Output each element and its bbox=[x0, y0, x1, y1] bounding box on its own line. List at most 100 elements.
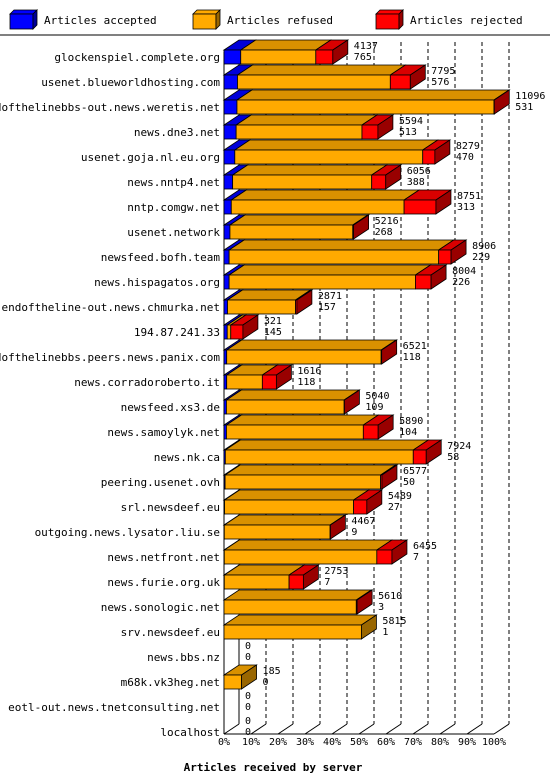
x-tick-label: 70% bbox=[404, 737, 422, 748]
bar-side-face bbox=[377, 414, 394, 440]
legend-swatch-side bbox=[215, 9, 221, 30]
category-label: news.samoylyk.net bbox=[107, 426, 220, 439]
floor-gridline bbox=[358, 723, 375, 735]
value-label-total: 0 bbox=[245, 716, 251, 727]
value-label-secondary: 388 bbox=[407, 177, 425, 188]
category-label: news.nk.ca bbox=[154, 451, 220, 464]
bar-segment-refused bbox=[223, 624, 362, 640]
value-label-total: 8004 bbox=[452, 266, 476, 277]
bar-group bbox=[222, 614, 378, 640]
legend-swatch-top bbox=[192, 9, 221, 15]
value-label-secondary: 268 bbox=[375, 227, 393, 238]
value-label-secondary: 58 bbox=[447, 452, 459, 463]
value-label-secondary: 104 bbox=[399, 427, 417, 438]
value-label-secondary: 118 bbox=[297, 377, 315, 388]
value-label-secondary: 0 bbox=[245, 727, 251, 738]
bar-side-face bbox=[391, 539, 408, 565]
bar-group bbox=[222, 364, 293, 390]
category-label: endofthelinebbs.peers.news.panix.com bbox=[0, 351, 220, 364]
bar-side-face bbox=[381, 339, 398, 365]
category-label: localhost bbox=[160, 726, 220, 739]
bar-side-face bbox=[435, 189, 452, 215]
bar-group bbox=[222, 314, 260, 340]
bar-segment-refused bbox=[223, 599, 357, 615]
bar-side-face bbox=[450, 239, 467, 265]
value-label-total: 5216 bbox=[375, 216, 399, 227]
legend-swatch-side bbox=[398, 9, 404, 30]
bar-group bbox=[222, 414, 395, 440]
x-tick-label: 100% bbox=[482, 737, 506, 748]
legend-swatch bbox=[375, 13, 400, 30]
category-label: 194.87.241.33 bbox=[134, 326, 220, 339]
floor-gridline bbox=[250, 723, 267, 735]
bar-group bbox=[222, 339, 399, 365]
value-label-secondary: 145 bbox=[264, 327, 282, 338]
value-label-secondary: 765 bbox=[354, 52, 372, 63]
bar-segment-accepted bbox=[223, 149, 236, 165]
bar-group bbox=[222, 664, 258, 690]
value-label-total: 8279 bbox=[456, 141, 480, 152]
category-label: news.dne3.net bbox=[134, 126, 220, 139]
bar-segment-refused bbox=[223, 674, 242, 690]
x-tick-label: 90% bbox=[458, 737, 476, 748]
category-label: endoftheline-out.news.chmurka.net bbox=[1, 301, 220, 314]
bar-top-face bbox=[223, 489, 370, 501]
bar-segment-refused bbox=[236, 99, 495, 115]
bar-side-face bbox=[377, 114, 394, 140]
value-label-secondary: 7 bbox=[324, 577, 330, 588]
bar-top-face bbox=[229, 189, 421, 201]
value-label-secondary: 576 bbox=[431, 77, 449, 88]
value-label-secondary: 157 bbox=[318, 302, 336, 313]
bar-segment-refused bbox=[223, 549, 378, 565]
floor-gridline bbox=[385, 723, 402, 735]
category-label: nntp.comgw.net bbox=[127, 201, 220, 214]
legend-swatch-top bbox=[375, 9, 404, 15]
value-label-secondary: 3 bbox=[378, 602, 384, 613]
legend-item-1: Articles accepted bbox=[9, 9, 157, 30]
value-label-total: 4137 bbox=[354, 41, 378, 52]
bar-segment-accepted bbox=[223, 324, 228, 340]
value-label-total: 5594 bbox=[399, 116, 423, 127]
bar-side-face bbox=[275, 364, 292, 390]
bar-segment-accepted bbox=[223, 49, 242, 65]
bar-top-face bbox=[222, 589, 373, 601]
legend-swatch-side bbox=[32, 9, 38, 30]
bar-top-face bbox=[235, 89, 511, 101]
bar-side-face bbox=[329, 514, 346, 540]
bar-segment-rejected bbox=[389, 74, 411, 90]
bar-side-face bbox=[242, 314, 259, 340]
bar-group bbox=[222, 389, 361, 415]
value-label-secondary: 226 bbox=[452, 277, 470, 288]
bar-top-face bbox=[234, 114, 379, 126]
bar-segment-rejected bbox=[353, 499, 368, 515]
bar-top-face bbox=[228, 214, 370, 226]
bar-group bbox=[222, 139, 452, 165]
value-label-total: 6521 bbox=[403, 341, 427, 352]
bar-side-face bbox=[296, 289, 313, 315]
x-axis: 0% 10% 20% 30% 40% 50% 60% 70% 80% 90% 100% bbox=[218, 733, 506, 748]
category-label: news.corradoroberto.it bbox=[74, 376, 220, 389]
bar-group bbox=[222, 564, 320, 590]
x-tick-label: 0% bbox=[218, 737, 230, 748]
bar-segment-refused bbox=[229, 224, 354, 240]
category-label: newsfeed.bofh.team bbox=[101, 251, 221, 264]
bar-side-face bbox=[332, 39, 349, 65]
bar-side-face bbox=[361, 614, 377, 640]
bar-segment-refused bbox=[226, 424, 364, 440]
bar-segment-refused bbox=[228, 249, 440, 265]
bar-side-face bbox=[366, 489, 383, 515]
bar-side-face bbox=[434, 139, 451, 165]
value-label-total: 5489 bbox=[388, 491, 412, 502]
bar-top-face bbox=[227, 264, 432, 276]
bar-segment-rejected bbox=[230, 324, 244, 340]
bar-top-face bbox=[233, 139, 440, 151]
bar-side-face bbox=[356, 589, 373, 615]
value-label-total: 6577 bbox=[403, 466, 427, 477]
value-label-secondary: 513 bbox=[399, 127, 417, 138]
value-label-total: 2753 bbox=[324, 566, 348, 577]
x-tick-label: 30% bbox=[296, 737, 314, 748]
bar-segment-accepted bbox=[223, 349, 228, 365]
bar-group bbox=[222, 114, 395, 140]
legend-label: Articles accepted bbox=[44, 14, 157, 27]
value-label-secondary: 1 bbox=[382, 627, 388, 638]
